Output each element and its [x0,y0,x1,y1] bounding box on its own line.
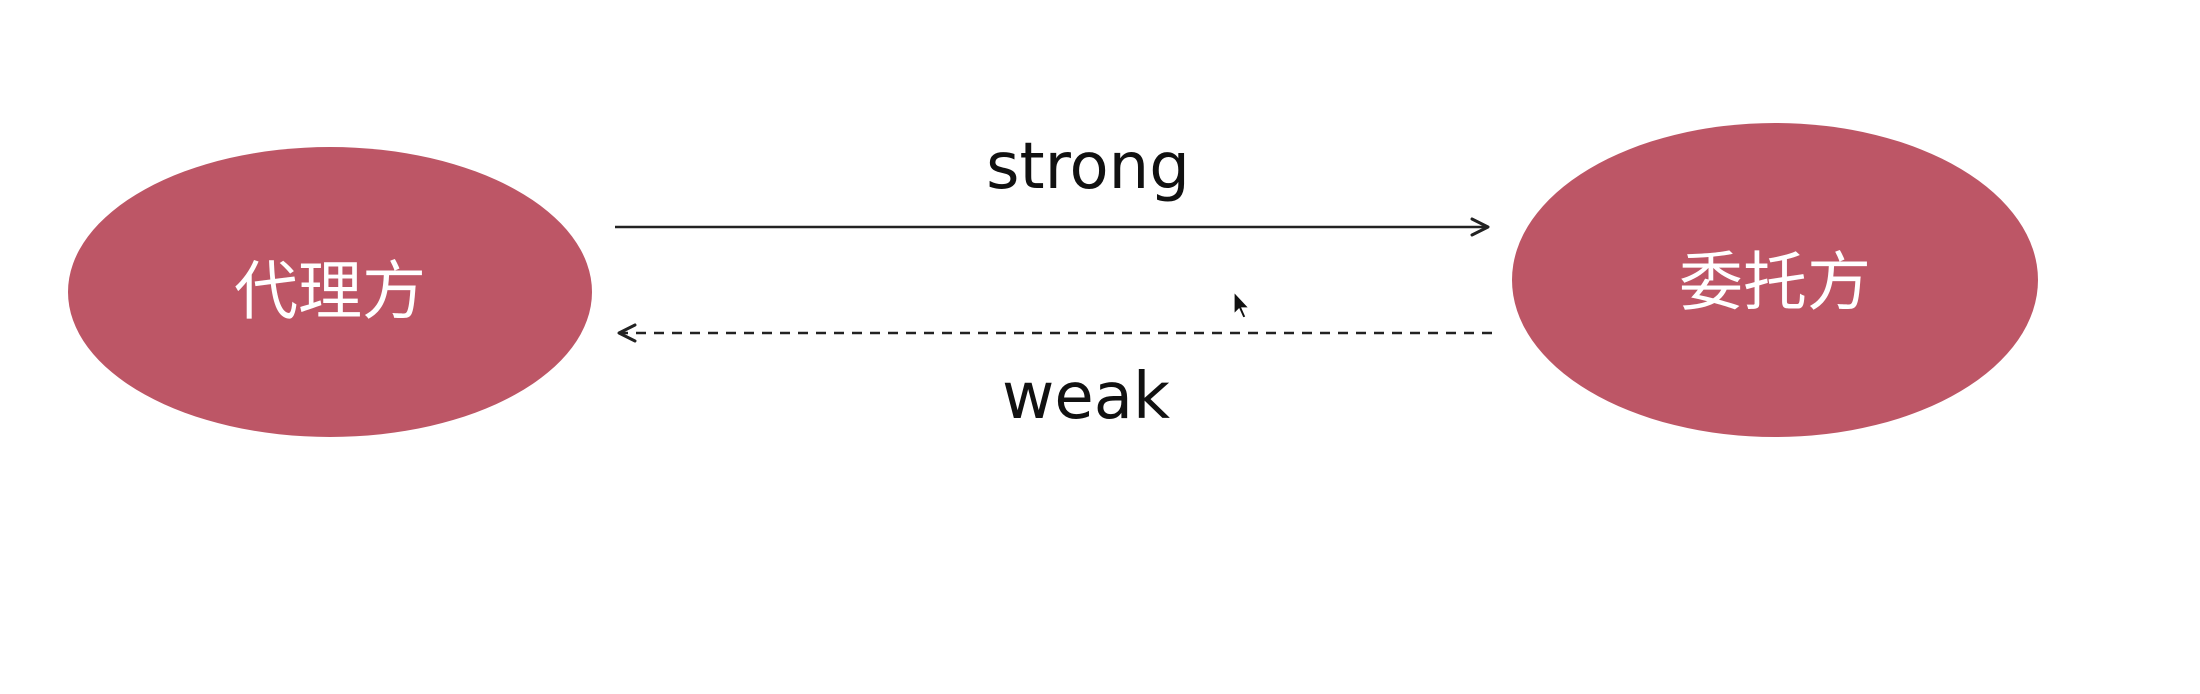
edge-weak: weak [617,323,1492,434]
edge-strong: strong [615,130,1490,237]
edge-weak-label: weak [1002,360,1170,434]
node-proxy: 代理方 [68,147,592,437]
node-delegator: 委托方 [1512,123,2038,437]
node-delegator-label: 委托方 [1679,247,1871,321]
mouse-pointer-icon [1233,290,1251,319]
edge-strong-label: strong [986,130,1190,204]
node-delegator-shape [1512,123,2038,437]
node-proxy-label: 代理方 [234,256,426,330]
node-proxy-shape [68,147,592,437]
